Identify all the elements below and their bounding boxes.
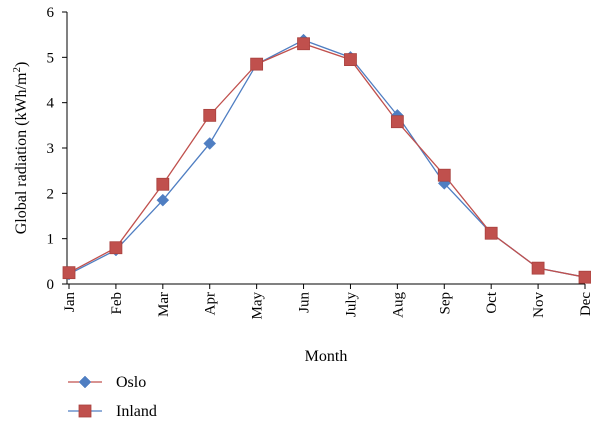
x-tick-label: Oct — [484, 291, 500, 313]
x-tick-label: May — [250, 292, 266, 320]
series-line-oslo — [68, 39, 586, 278]
y-tick-label: 3 — [47, 141, 55, 157]
data-point-inland — [156, 177, 170, 191]
series-lines — [68, 39, 586, 278]
data-point-inland — [203, 108, 217, 122]
y-axis-title-main: Global radiation (kWh/m — [13, 72, 30, 234]
data-point-inland — [437, 168, 451, 182]
legend: Oslo Inland — [68, 374, 157, 420]
data-point-inland — [390, 115, 404, 129]
data-point-oslo — [156, 193, 170, 207]
data-point-inland — [484, 226, 498, 240]
series-line-inland — [68, 43, 586, 278]
y-ticks: 0 1 2 3 4 5 6 — [47, 5, 67, 293]
y-tick-label: 4 — [47, 96, 55, 112]
data-point-inland — [531, 261, 545, 275]
y-tick-label: 5 — [47, 50, 55, 66]
y-axis-title-end: ) — [13, 62, 30, 67]
x-tick-label: Jun — [297, 292, 313, 313]
legend-marker-oslo — [78, 375, 92, 389]
x-tick-label: Apr — [203, 292, 219, 315]
data-point-inland — [109, 241, 123, 255]
series-markers — [62, 33, 591, 284]
y-tick-label: 1 — [47, 232, 55, 248]
x-tick-label: Aug — [390, 292, 406, 318]
x-tick-label: Dec — [578, 292, 591, 316]
y-axis-title-sup: 2 — [11, 67, 23, 73]
x-tick-label: Mar — [156, 292, 172, 317]
data-point-oslo — [203, 137, 217, 150]
data-point-inland — [250, 57, 264, 71]
axes — [66, 12, 585, 285]
y-axis-title: Global radiation (kWh/m2) — [11, 62, 30, 235]
x-tick-label: Jan — [62, 292, 78, 312]
data-point-inland — [344, 53, 357, 66]
legend-label-inland: Inland — [116, 403, 157, 420]
legend-label-oslo: Oslo — [116, 374, 146, 391]
legend-marker-inland — [78, 404, 92, 418]
x-ticks: Jan Feb Mar Apr May Jun July Aug Sep Oct Nov Dec — [62, 284, 591, 320]
y-tick-label: 0 — [47, 277, 55, 293]
x-tick-label: Nov — [531, 292, 547, 318]
y-tick-label: 6 — [47, 5, 55, 21]
x-tick-label: Sep — [437, 292, 453, 315]
y-tick-label: 2 — [47, 186, 55, 202]
data-point-inland — [578, 270, 591, 284]
x-tick-label: Feb — [109, 292, 125, 315]
data-point-inland — [297, 37, 310, 51]
x-tick-label: July — [343, 292, 359, 318]
x-axis-title: Month — [305, 348, 348, 365]
data-point-inland — [62, 266, 76, 280]
